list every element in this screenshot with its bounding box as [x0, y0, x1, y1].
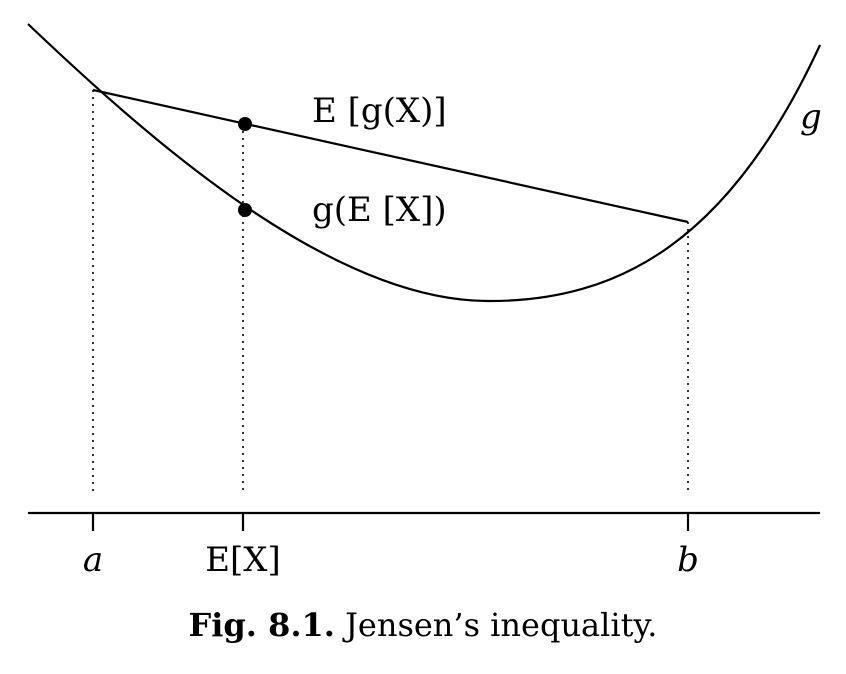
label-upper-point: E [g(X)] [312, 91, 447, 131]
tick-label-b: b [677, 540, 699, 580]
chord-line [92, 88, 689, 224]
tick-label-ex: E[X] [205, 540, 281, 580]
jensen-inequality-diagram: E [g(X)] g(E [X]) g a E[X] b [27, 23, 822, 580]
label-lower-point: g(E [X]) [312, 190, 447, 230]
label-curve-name: g [800, 97, 822, 137]
caption-text: Jensen’s inequality. [345, 606, 658, 644]
convex-curve-g [27, 23, 821, 303]
figure-caption: Fig. 8.1. Jensen’s inequality. [0, 606, 846, 644]
point-lower [238, 203, 252, 217]
tick-label-a: a [83, 540, 103, 580]
figure-number: Fig. 8.1. [188, 606, 335, 644]
point-upper [238, 117, 252, 131]
